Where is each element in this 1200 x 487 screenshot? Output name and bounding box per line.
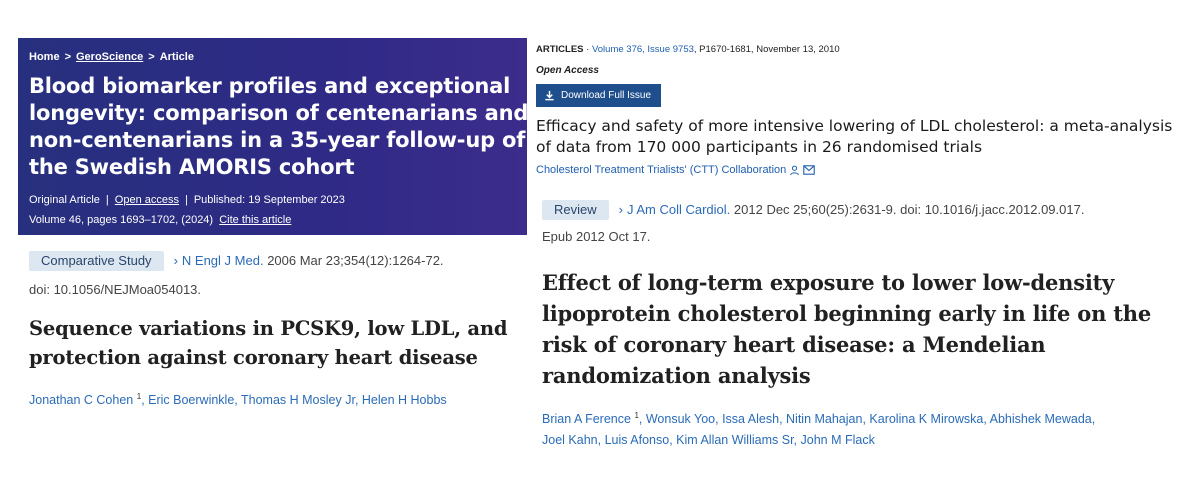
author-link[interactable]: Eric Boerwinkle (148, 393, 235, 408)
author-row: Cholesterol Treatment Trialists' (CTT) C… (536, 164, 1186, 176)
article-type: Original Article (29, 194, 100, 206)
volume-pages: Volume 46, pages 1693–1702, (2024) (29, 214, 214, 226)
affiliation-number[interactable]: 1 (136, 392, 142, 401)
journal-link[interactable]: N Engl J Med. (181, 253, 264, 268)
author-link[interactable]: Brian A Ference (542, 412, 631, 427)
article-kind: ARTICLES (536, 44, 584, 55)
meta-divider: | (184, 194, 188, 206)
citation-text: 2006 Mar 23;354(12):1264-72. (267, 253, 444, 268)
citation-row: Review › J Am Coll Cardiol. 2012 Dec 25;60… (542, 200, 1182, 220)
article-title: Blood biomarker profiles and exceptional… (29, 74, 529, 179)
citation-text: 2012 Dec 25;60(25):2631-9. doi: 10.1016/… (733, 202, 1085, 217)
author-link[interactable]: Cholesterol Treatment Trialists' (CTT) C… (536, 164, 787, 176)
breadcrumb-current: Article (159, 51, 194, 63)
download-button-label: Download Full Issue (561, 90, 652, 101)
author-link[interactable]: Nitin Mahajan (786, 412, 863, 427)
article-meta: Original Article | Open access | Published: … (29, 193, 527, 207)
pages-date: , P1670-1681, November 13, 2010 (693, 44, 840, 55)
journal-link[interactable]: J Am Coll Cardiol. (626, 202, 731, 217)
download-icon (545, 90, 554, 101)
article-title: Sequence variations in PCSK9, low LDL, a… (29, 317, 508, 369)
breadcrumb-separator: > (64, 51, 71, 63)
publication-type-badge: Review (542, 200, 609, 220)
publication-type-badge: Comparative Study (29, 251, 164, 271)
authors-list: Brian A Ference 1, Wonsuk Yoo, Issa Ales… (542, 405, 1182, 451)
doi-text: doi: 10.1056/NEJMoa054013. (29, 282, 202, 297)
open-access-link[interactable]: Open access (114, 194, 179, 206)
authors-row: Joel Kahn, Luis Afonso, Kim Allan Willia… (542, 433, 875, 448)
author-link[interactable]: Joel Kahn (542, 433, 598, 448)
author-link[interactable]: Kim Allan Williams Sr (676, 433, 794, 448)
lancet-article-header: ARTICLES · Volume 376, Issue 9753, P1670… (536, 44, 1186, 176)
epub-date: Epub 2012 Oct 17. (542, 229, 651, 244)
author-link[interactable]: Karolina K Mirowska (869, 412, 984, 427)
author-link[interactable]: Thomas H Mosley Jr (241, 393, 355, 408)
article-volume-row: Volume 46, pages 1693–1702, (2024) Cite … (29, 213, 527, 227)
geroscience-article-header: Home > GeroScience > Article Blood biomarker… (18, 38, 529, 235)
person-icon[interactable] (789, 165, 800, 176)
authors-list: Jonathan C Cohen 1, Eric Boerwinkle, Tho… (29, 392, 447, 408)
author-link[interactable]: Helen H Hobbs (361, 393, 447, 408)
citation-row: Comparative Study › N Engl J Med. 2006 Mar… (29, 251, 529, 271)
download-full-issue-button[interactable]: Download Full Issue (536, 84, 662, 107)
article-title: Effect of long-term exposure to lower lo… (542, 270, 1151, 388)
open-access-label: Open Access (536, 65, 599, 76)
meta-divider: | (105, 194, 109, 206)
breadcrumb-journal[interactable]: GeroScience (76, 51, 144, 63)
author-link[interactable]: John M Flack (800, 433, 875, 448)
breadcrumb: Home > GeroScience > Article (29, 51, 527, 67)
pubmed-nejm-entry: Comparative Study › N Engl J Med. 2006 Mar… (29, 251, 529, 407)
chevron-right-icon: › (618, 202, 623, 217)
envelope-icon[interactable] (803, 165, 816, 175)
author-link[interactable]: Issa Alesh (722, 412, 780, 427)
breadcrumb-separator: > (148, 51, 155, 63)
published-date: Published: 19 September 2023 (193, 194, 345, 206)
article-source-line: ARTICLES · Volume 376, Issue 9753, P1670… (536, 44, 840, 55)
affiliation-number[interactable]: 1 (634, 411, 639, 420)
chevron-right-icon: › (173, 253, 178, 268)
authors-row: Brian A Ference 1, Wonsuk Yoo, Issa Ales… (542, 411, 1096, 427)
author-link[interactable]: Jonathan C Cohen (29, 393, 134, 408)
pubmed-jacc-entry: Review › J Am Coll Cardiol. 2012 Dec 25;60… (542, 200, 1182, 451)
cite-article-link[interactable]: Cite this article (219, 214, 292, 226)
article-title: Efficacy and safety of more intensive lo… (536, 117, 1173, 156)
author-link[interactable]: Luis Afonso (604, 433, 670, 448)
volume-issue-link[interactable]: Volume 376, Issue 9753 (591, 44, 694, 55)
author-link[interactable]: Wonsuk Yoo (645, 412, 716, 427)
breadcrumb-home[interactable]: Home (29, 51, 60, 63)
author-link[interactable]: Abhishek Mewada (989, 412, 1092, 427)
